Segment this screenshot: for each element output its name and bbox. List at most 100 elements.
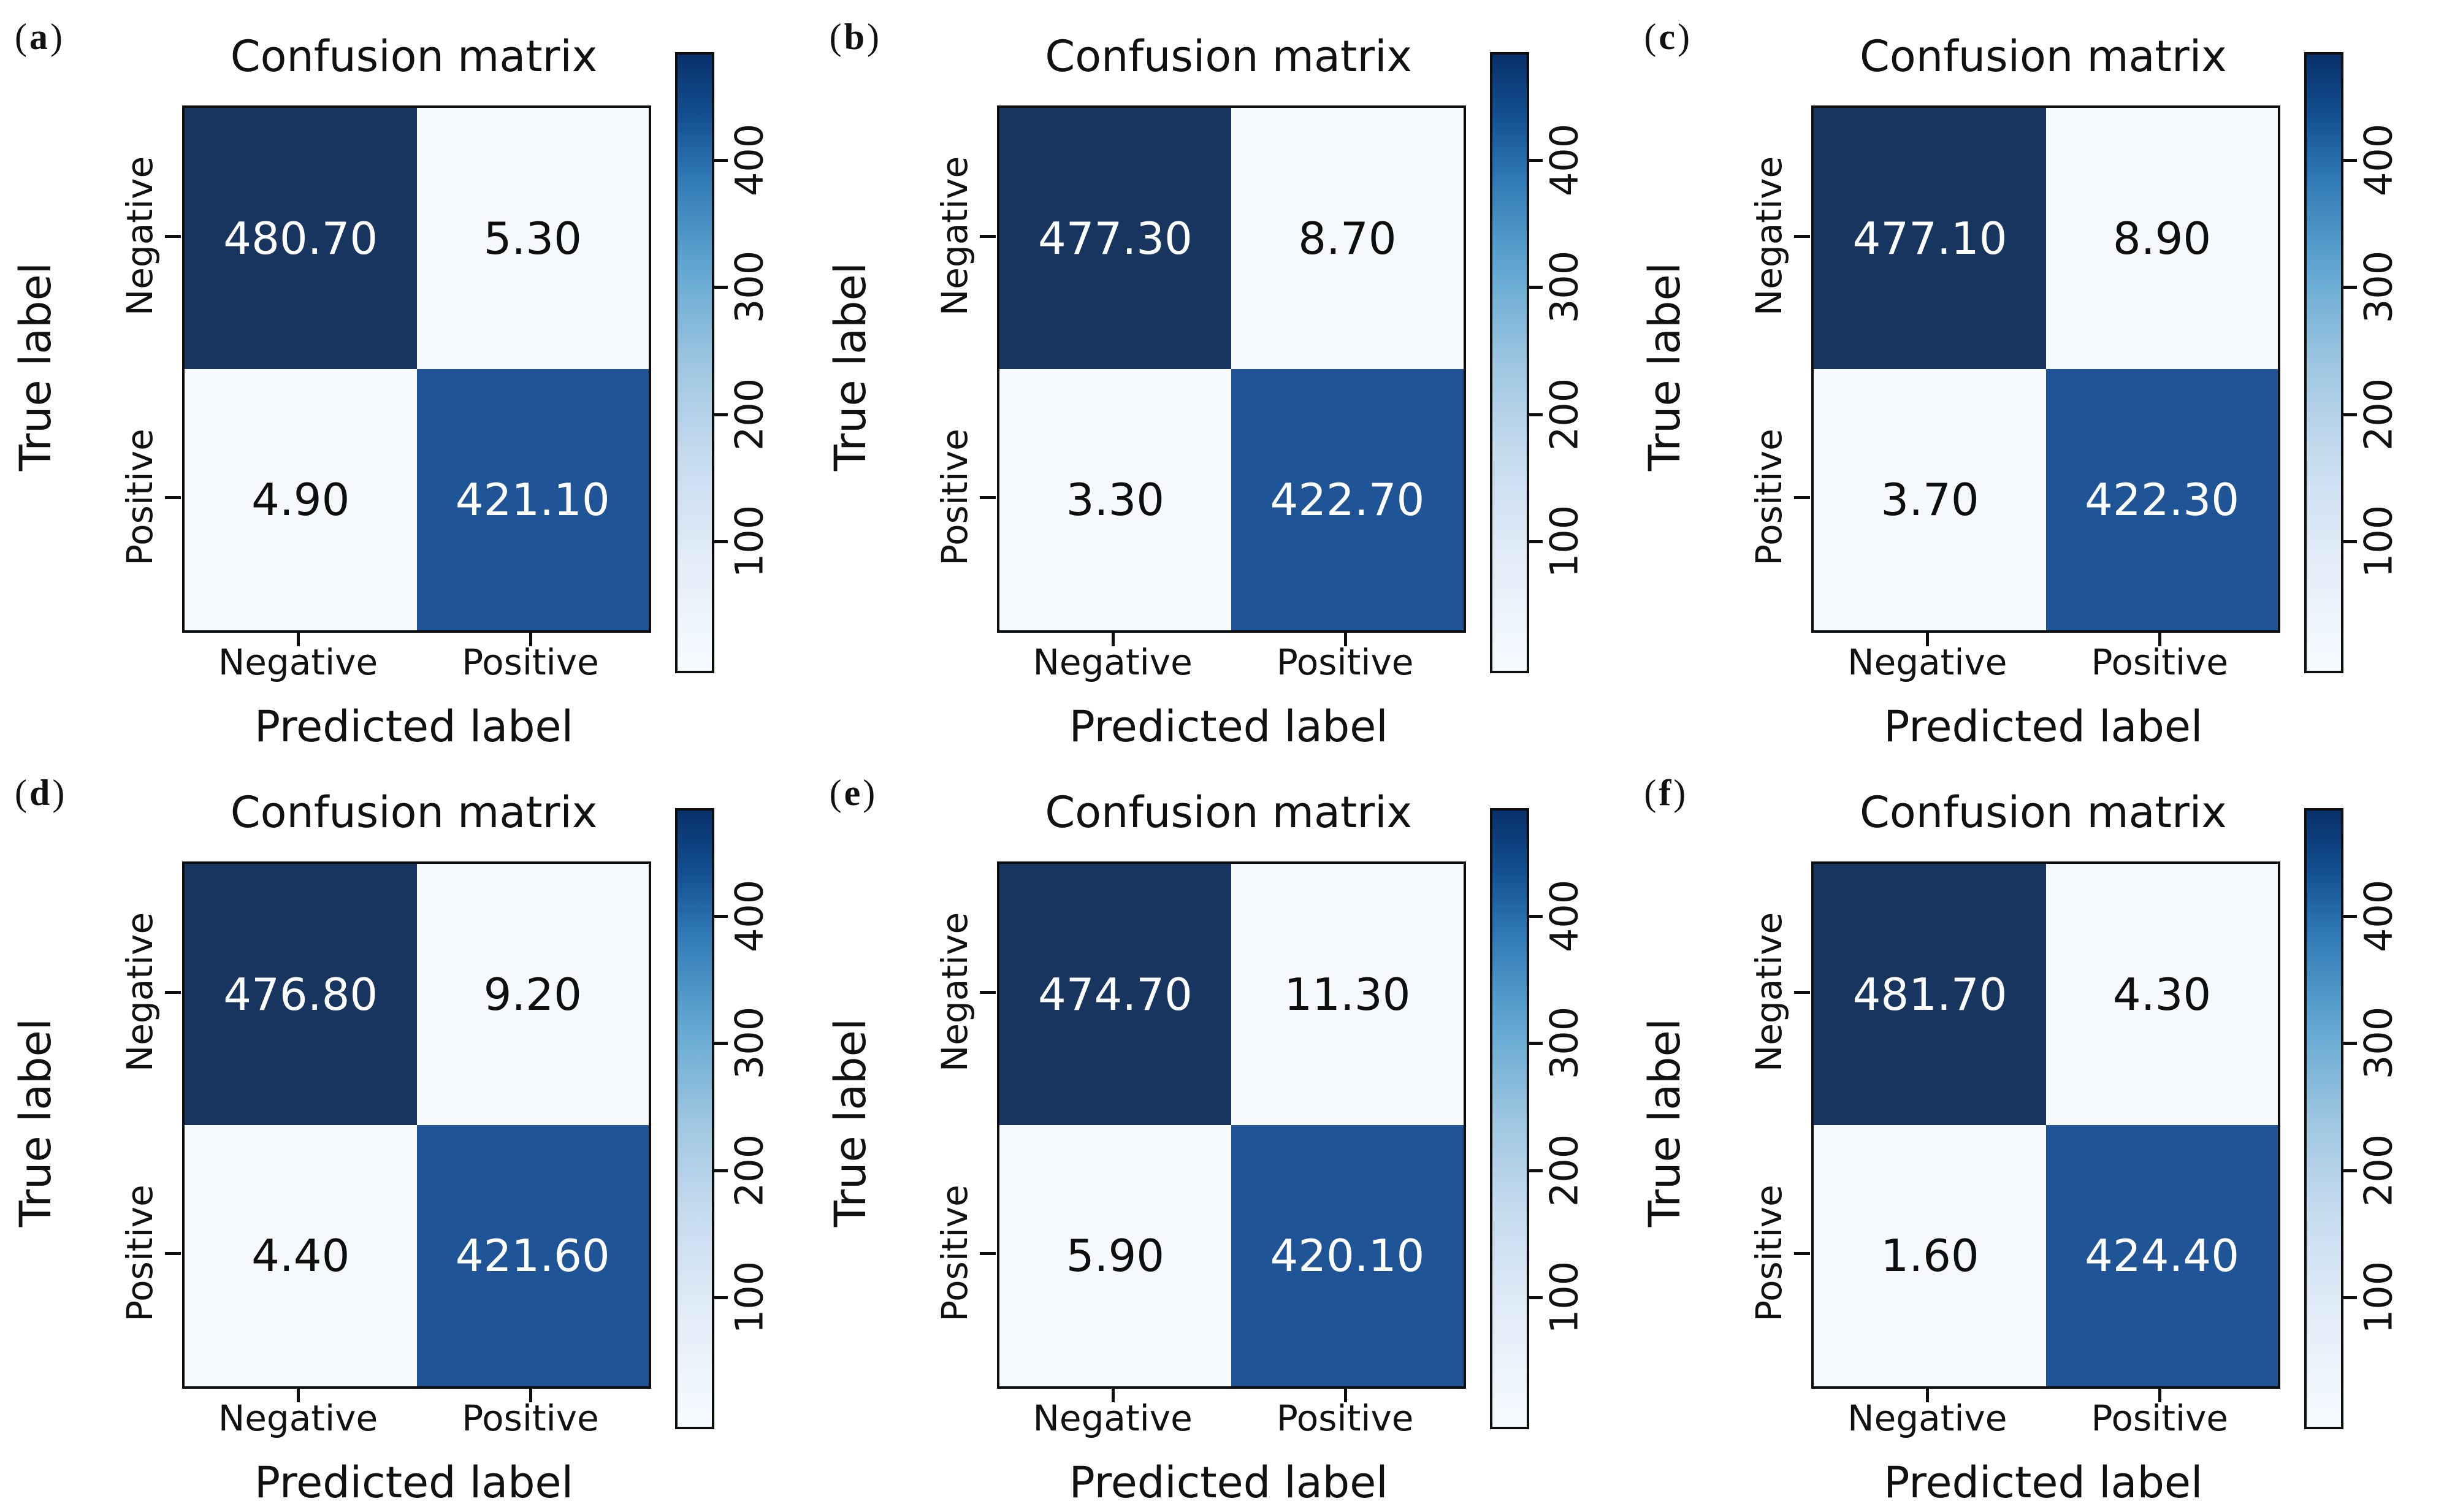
colorbar-tick-mark xyxy=(712,1169,728,1172)
y-tick-label-negative: Negative xyxy=(119,912,161,1072)
cell-true-negative: 474.70 xyxy=(999,864,1232,1125)
x-tick-mark xyxy=(1343,1386,1347,1402)
y-axis-label: True label xyxy=(1640,262,1690,472)
y-tick-mark xyxy=(1794,991,1811,994)
panel-label: (f) xyxy=(1644,772,1688,814)
colorbar xyxy=(675,52,714,673)
panel-letter: c xyxy=(1659,17,1678,57)
cell-false-positive: 4.30 xyxy=(2045,864,2278,1125)
cell-true-negative: 480.70 xyxy=(185,108,417,369)
colorbar-tick-mark xyxy=(1526,1169,1543,1172)
x-axis-label: Predicted label xyxy=(254,701,574,752)
panel-letter: a xyxy=(29,17,50,57)
x-axis-label: Predicted label xyxy=(1884,1457,2203,1508)
colorbar-tick-label: 100 xyxy=(1541,1261,1587,1334)
colorbar-tick-mark xyxy=(712,286,728,289)
colorbar-tick-mark xyxy=(1526,915,1543,918)
confusion-matrix-panel-f: (f) Confusion matrix True label Negative… xyxy=(1629,756,2443,1512)
x-tick-mark xyxy=(1343,630,1347,646)
colorbar-tick-label: 400 xyxy=(727,879,772,953)
heatmap-matrix: 476.80 9.20 4.40 421.60 xyxy=(182,861,651,1389)
paren-close: ) xyxy=(1673,773,1689,813)
y-tick-mark xyxy=(1794,496,1811,499)
cell-value: 421.60 xyxy=(455,1230,610,1281)
colorbar-tick-mark xyxy=(1526,286,1543,289)
confusion-matrix-panel-d: (d) Confusion matrix True label Negative… xyxy=(0,756,814,1512)
panel-label: (d) xyxy=(15,772,67,814)
y-tick-label-negative: Negative xyxy=(933,912,976,1072)
colorbar-tick-label: 200 xyxy=(2356,378,2401,451)
y-tick-mark xyxy=(1794,235,1811,238)
y-tick-mark xyxy=(979,1252,996,1255)
colorbar-tick-mark xyxy=(1526,540,1543,543)
y-tick-label-positive: Positive xyxy=(119,1185,161,1322)
cell-value: 5.30 xyxy=(483,213,582,264)
heatmap-matrix: 480.70 5.30 4.90 421.10 xyxy=(182,105,651,633)
y-tick-label-negative: Negative xyxy=(1748,912,1790,1072)
colorbar-tick-mark xyxy=(2341,1042,2358,1045)
y-tick-label-negative: Negative xyxy=(1748,156,1790,316)
cell-value: 9.20 xyxy=(483,969,582,1020)
colorbar-tick-mark xyxy=(2341,413,2358,416)
cell-value: 8.90 xyxy=(2112,213,2212,264)
x-tick-mark xyxy=(1926,1386,1930,1402)
paren-open: ( xyxy=(15,773,29,813)
cell-true-negative: 477.30 xyxy=(999,108,1232,369)
colorbar-tick-mark xyxy=(712,540,728,543)
cell-value: 8.70 xyxy=(1298,213,1397,264)
colorbar-tick-mark xyxy=(2341,159,2358,162)
colorbar xyxy=(2304,52,2344,673)
paren-open: ( xyxy=(829,17,844,57)
chart-title: Confusion matrix xyxy=(230,31,598,82)
cell-false-positive: 11.30 xyxy=(1231,864,1464,1125)
paren-open: ( xyxy=(829,773,844,813)
y-tick-mark xyxy=(979,496,996,499)
panel-label: (e) xyxy=(830,772,878,814)
cell-value: 476.80 xyxy=(223,969,378,1020)
y-axis-label: True label xyxy=(1640,1018,1690,1228)
colorbar-tick-label: 300 xyxy=(727,1006,772,1080)
x-tick-label-positive: Positive xyxy=(2091,1397,2229,1439)
panel-letter: b xyxy=(844,17,868,57)
y-tick-label-negative: Negative xyxy=(119,156,161,316)
colorbar-tick-mark xyxy=(712,1042,728,1045)
heatmap-matrix: 477.30 8.70 3.30 422.70 xyxy=(996,105,1466,633)
cell-true-positive: 420.10 xyxy=(1231,1125,1464,1386)
colorbar-tick-label: 100 xyxy=(1541,505,1587,578)
y-tick-label-positive: Positive xyxy=(1748,1185,1790,1322)
cell-value: 421.10 xyxy=(455,474,610,525)
confusion-matrix-panel-b: (b) Confusion matrix True label Negative… xyxy=(815,0,1629,756)
x-tick-mark xyxy=(1926,630,1930,646)
colorbar-tick-mark xyxy=(1526,413,1543,416)
x-tick-label-negative: Negative xyxy=(218,1397,378,1439)
x-tick-mark xyxy=(1111,1386,1115,1402)
x-tick-mark xyxy=(2158,1386,2162,1402)
y-tick-mark xyxy=(165,235,181,238)
colorbar xyxy=(1489,52,1529,673)
y-axis-label: True label xyxy=(10,1018,61,1228)
x-tick-mark xyxy=(529,630,532,646)
x-tick-mark xyxy=(529,1386,532,1402)
chart-title: Confusion matrix xyxy=(1860,31,2227,82)
confusion-matrix-panel-e: (e) Confusion matrix True label Negative… xyxy=(815,756,1629,1512)
cell-value: 5.90 xyxy=(1066,1230,1165,1281)
cell-value: 422.70 xyxy=(1270,474,1425,525)
colorbar-tick-label: 200 xyxy=(2356,1134,2401,1207)
cell-true-negative: 477.10 xyxy=(1814,108,2046,369)
x-tick-label-negative: Negative xyxy=(1033,1397,1193,1439)
colorbar-tick-mark xyxy=(2341,1169,2358,1172)
paren-close: ) xyxy=(52,773,67,813)
paren-open: ( xyxy=(1644,17,1659,57)
x-tick-label-negative: Negative xyxy=(1033,641,1193,683)
colorbar-tick-label: 400 xyxy=(727,123,772,197)
y-tick-mark xyxy=(165,496,181,499)
y-axis-label: True label xyxy=(10,262,61,472)
colorbar-tick-mark xyxy=(712,915,728,918)
cell-value: 1.60 xyxy=(1881,1230,1979,1281)
y-tick-label-positive: Positive xyxy=(1748,429,1790,566)
cell-value: 477.10 xyxy=(1852,213,2007,264)
cell-value: 4.40 xyxy=(251,1230,350,1281)
cell-true-positive: 424.40 xyxy=(2045,1125,2278,1386)
